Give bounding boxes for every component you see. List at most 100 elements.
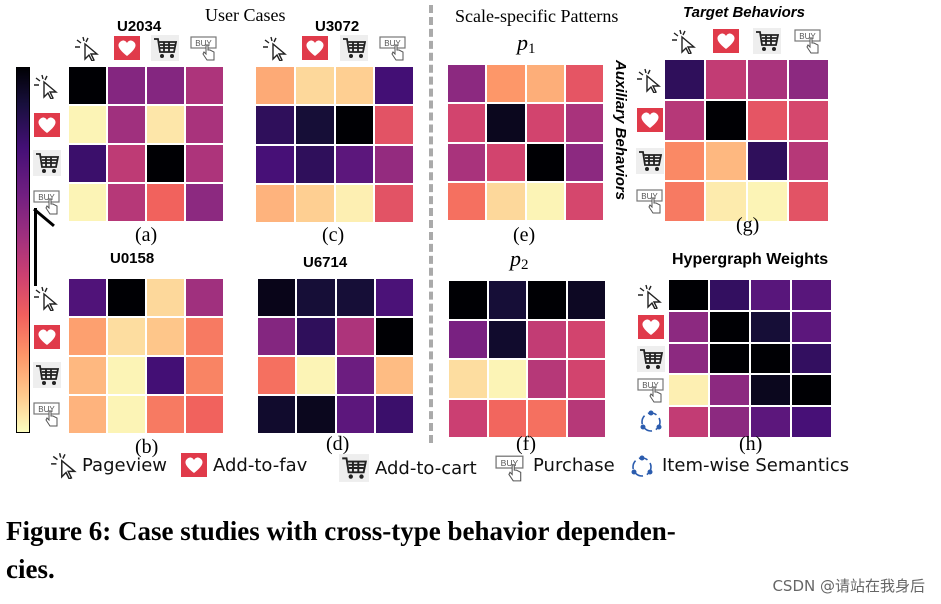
heatmap-c <box>256 67 413 222</box>
heart-icon <box>637 314 665 340</box>
buy-icon: BUY <box>495 455 524 482</box>
pageview-icon <box>33 73 61 99</box>
heatmap-cell <box>186 145 223 182</box>
heatmap-cell <box>256 184 294 222</box>
heatmap-cell <box>297 396 335 433</box>
heatmap-cell <box>448 65 486 103</box>
heatmap-cell <box>669 407 708 437</box>
heatmap-cell <box>747 100 787 140</box>
heatmap-cell <box>295 106 334 144</box>
heatmap-cell <box>526 104 564 142</box>
heatmap-cell <box>448 104 486 142</box>
legend-label: Pageview <box>82 455 168 476</box>
heatmap-cell <box>375 279 413 316</box>
heatmap-cell <box>710 343 749 374</box>
heatmap-cell <box>108 279 145 316</box>
heatmap-cell <box>567 281 605 319</box>
heatmap-cell <box>488 320 526 358</box>
heatmap-f <box>449 281 605 437</box>
buy-icon-text: BUY <box>641 192 658 201</box>
heatmap-cell <box>565 104 603 142</box>
buy-icon-text: BUY <box>642 381 659 390</box>
panel-title-text: p <box>510 246 521 271</box>
heatmap-cell <box>147 396 184 433</box>
caption-line: cies. <box>6 554 55 584</box>
pageview-icon <box>671 28 699 54</box>
heatmap-cell <box>186 357 223 394</box>
panel-title-text: p <box>517 30 528 55</box>
panel-label: (f) <box>516 433 536 455</box>
heatmap-cell <box>669 343 708 374</box>
heatmap-cell <box>449 399 487 437</box>
heatmap-cell <box>375 318 413 355</box>
heatmap-cell <box>792 280 831 310</box>
pageview-icon <box>33 285 61 311</box>
heatmap-cell <box>788 141 828 181</box>
heatmap-cell <box>295 67 334 105</box>
caption-line: Figure 6: Case studies with cross-type b… <box>6 516 676 546</box>
heatmap-cell <box>186 106 223 143</box>
heatmap-cell <box>706 141 746 181</box>
heatmap-cell <box>710 311 749 342</box>
heatmap-cell <box>375 67 413 105</box>
heatmap-cell <box>488 399 526 437</box>
semantics-icon <box>628 453 656 479</box>
heatmap-cell <box>710 407 749 437</box>
panel-title-subscript: 2 <box>521 257 529 273</box>
panel-label: (c) <box>322 224 345 246</box>
figure-caption: Figure 6: Case studies with cross-type b… <box>6 512 866 588</box>
heatmap-cell <box>258 357 296 394</box>
heatmap-cell <box>108 396 145 433</box>
auxiliary-behaviors-header: Auxiliary Behaviors <box>612 60 629 201</box>
panel-title: U3072 <box>315 18 359 35</box>
panel-title: U6714 <box>303 254 347 271</box>
buy-icon-text: BUY <box>799 32 816 41</box>
heatmap-cell <box>69 396 106 433</box>
panel-title: U0158 <box>110 250 154 267</box>
legend-label: Add-to-cart <box>375 458 477 479</box>
pageview-icon <box>50 451 80 479</box>
heatmap-cell <box>792 407 831 437</box>
target-behaviors-header: Target Behaviors <box>683 4 805 21</box>
cart-icon <box>33 362 61 388</box>
heatmap-cell <box>256 145 294 183</box>
heatmap-cell <box>669 311 708 342</box>
hypergraph-weights-header: Hypergraph Weights <box>672 251 829 268</box>
heatmap-b <box>69 279 223 433</box>
heatmap-cell <box>69 318 106 355</box>
heatmap-cell <box>488 281 526 319</box>
scale-patterns-header: Scale-specific Patterns <box>455 6 619 26</box>
heatmap-cell <box>788 60 828 99</box>
heatmap-cell <box>710 280 749 310</box>
panel-label: (h) <box>739 433 763 455</box>
heatmap-cell <box>449 360 487 398</box>
heatmap-cell <box>147 184 184 221</box>
heatmap-cell <box>747 182 787 221</box>
panel-label: (e) <box>513 224 536 246</box>
heatmap-cell <box>448 182 486 220</box>
heatmap-cell <box>108 357 145 394</box>
heatmap-cell <box>792 343 831 374</box>
panel-title-text: U2034 <box>117 18 162 35</box>
heatmap-cell <box>751 343 790 374</box>
heatmap-cell <box>747 60 787 99</box>
panel-title: U2034 <box>117 18 161 35</box>
heatmap-cell <box>528 281 566 319</box>
buy-icon-text: BUY <box>195 39 212 48</box>
heatmap-cell <box>526 65 564 103</box>
heatmap-cell <box>69 106 106 143</box>
heatmap-cell <box>147 145 184 182</box>
heatmap-a <box>69 67 223 221</box>
heatmap-cell <box>565 143 603 181</box>
heart-icon <box>33 112 61 138</box>
heatmap-cell <box>448 143 486 181</box>
heatmap-cell <box>147 279 184 316</box>
heatmap-cell <box>336 318 374 355</box>
heatmap-cell <box>710 375 749 406</box>
heatmap-cell <box>335 67 374 105</box>
heatmap-cell <box>375 184 413 222</box>
heatmap-cell <box>665 141 705 181</box>
heatmap-cell <box>528 399 566 437</box>
heatmap-cell <box>297 318 335 355</box>
